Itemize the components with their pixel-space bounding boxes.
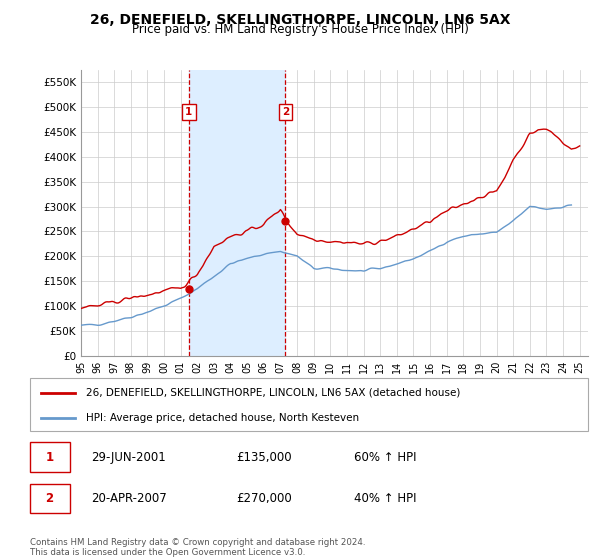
Text: Price paid vs. HM Land Registry's House Price Index (HPI): Price paid vs. HM Land Registry's House … [131, 22, 469, 36]
Text: 20-APR-2007: 20-APR-2007 [91, 492, 167, 505]
Text: Contains HM Land Registry data © Crown copyright and database right 2024.
This d: Contains HM Land Registry data © Crown c… [30, 538, 365, 557]
Text: £135,000: £135,000 [236, 451, 292, 464]
Text: 2: 2 [46, 492, 53, 505]
FancyBboxPatch shape [30, 378, 588, 431]
Text: 29-JUN-2001: 29-JUN-2001 [91, 451, 166, 464]
Text: £270,000: £270,000 [236, 492, 292, 505]
FancyBboxPatch shape [30, 442, 70, 472]
Text: 1: 1 [185, 107, 193, 117]
FancyBboxPatch shape [30, 484, 70, 514]
Text: 26, DENEFIELD, SKELLINGTHORPE, LINCOLN, LN6 5AX (detached house): 26, DENEFIELD, SKELLINGTHORPE, LINCOLN, … [86, 388, 460, 398]
Text: 1: 1 [46, 451, 53, 464]
Text: 40% ↑ HPI: 40% ↑ HPI [353, 492, 416, 505]
Text: 26, DENEFIELD, SKELLINGTHORPE, LINCOLN, LN6 5AX: 26, DENEFIELD, SKELLINGTHORPE, LINCOLN, … [90, 13, 510, 27]
Text: 2: 2 [282, 107, 289, 117]
Text: HPI: Average price, detached house, North Kesteven: HPI: Average price, detached house, Nort… [86, 413, 359, 423]
Bar [189, 70, 286, 356]
Text: 60% ↑ HPI: 60% ↑ HPI [353, 451, 416, 464]
